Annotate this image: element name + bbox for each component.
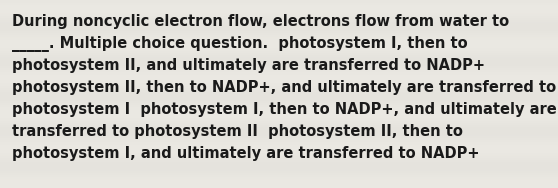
Text: photosystem I  photosystem I, then to NADP+, and ultimately are: photosystem I photosystem I, then to NAD… bbox=[12, 102, 557, 117]
Text: During noncyclic electron flow, electrons flow from water to: During noncyclic electron flow, electron… bbox=[12, 14, 509, 29]
Text: _____. Multiple choice question.  photosystem I, then to: _____. Multiple choice question. photosy… bbox=[12, 36, 468, 52]
Text: photosystem II, and ultimately are transferred to NADP+: photosystem II, and ultimately are trans… bbox=[12, 58, 485, 73]
Text: photosystem I, and ultimately are transferred to NADP+: photosystem I, and ultimately are transf… bbox=[12, 146, 479, 161]
Text: photosystem II, then to NADP+, and ultimately are transferred to: photosystem II, then to NADP+, and ultim… bbox=[12, 80, 556, 95]
Text: transferred to photosystem II  photosystem II, then to: transferred to photosystem II photosyste… bbox=[12, 124, 463, 139]
